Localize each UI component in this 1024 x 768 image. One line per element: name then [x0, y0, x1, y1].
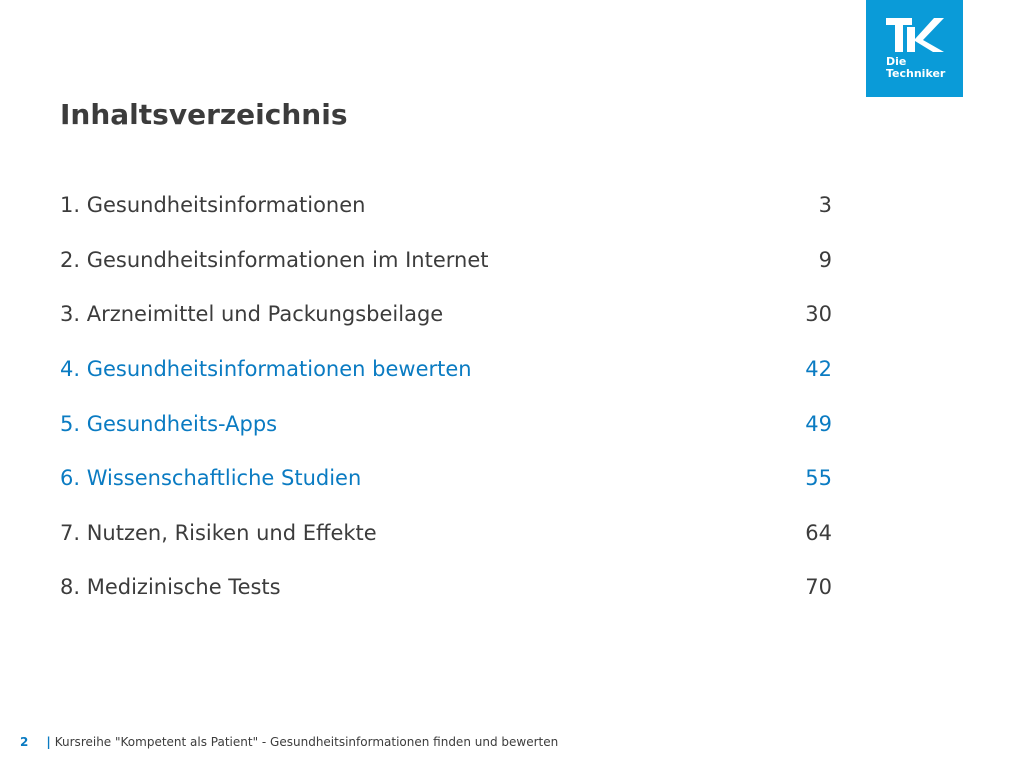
toc-label: 5. Gesundheits-Apps [60, 411, 278, 436]
toc-item: 3. Arzneimittel und Packungsbeilage 30 [60, 297, 834, 352]
toc-page-number: 42 [805, 357, 832, 382]
toc-item: 4. Gesundheitsinformationen bewerten 42 [60, 352, 834, 407]
toc-label: 1. Gesundheitsinformationen [60, 193, 366, 218]
toc-label: 2. Gesundheitsinformationen im Internet [60, 247, 489, 272]
toc-page-number: 64 [805, 520, 832, 545]
toc-page-number: 55 [805, 466, 832, 491]
footer: 2 | Kursreihe "Kompetent als Patient" - … [20, 735, 558, 749]
toc-label: 7. Nutzen, Risiken und Effekte [60, 520, 377, 545]
logo-text: Die Techniker [886, 55, 946, 80]
footer-separator: | [46, 735, 51, 749]
toc-page-number: 9 [818, 247, 832, 272]
toc-page-number: 3 [818, 193, 832, 218]
toc-label: 8. Medizinische Tests [60, 575, 281, 600]
toc-item: 7. Nutzen, Risiken und Effekte 64 [60, 516, 834, 571]
toc-label: 6. Wissenschaftliche Studien [60, 466, 362, 491]
toc-item: 1. Gesundheitsinformationen 3 [60, 188, 834, 243]
toc-label: 3. Arzneimittel und Packungsbeilage [60, 302, 444, 327]
footer-page-number: 2 [20, 735, 29, 749]
page-title: Inhaltsverzeichnis [60, 98, 348, 131]
toc-page-number: 70 [805, 575, 832, 600]
table-of-contents: 1. Gesundheitsinformationen 3 2. Gesundh… [60, 188, 834, 625]
toc-item: 5. Gesundheits-Apps 49 [60, 406, 834, 461]
tk-logo-icon [886, 18, 944, 52]
toc-page-number: 30 [805, 302, 832, 327]
toc-item: 2. Gesundheitsinformationen im Internet … [60, 243, 834, 298]
toc-label: 4. Gesundheitsinformationen bewerten [60, 357, 472, 382]
footer-text: Kursreihe "Kompetent als Patient" - Gesu… [54, 735, 559, 749]
toc-item: 6. Wissenschaftliche Studien 55 [60, 461, 834, 516]
toc-page-number: 49 [805, 411, 832, 436]
tk-logo: Die Techniker [866, 0, 963, 97]
toc-item: 8. Medizinische Tests 70 [60, 570, 834, 625]
